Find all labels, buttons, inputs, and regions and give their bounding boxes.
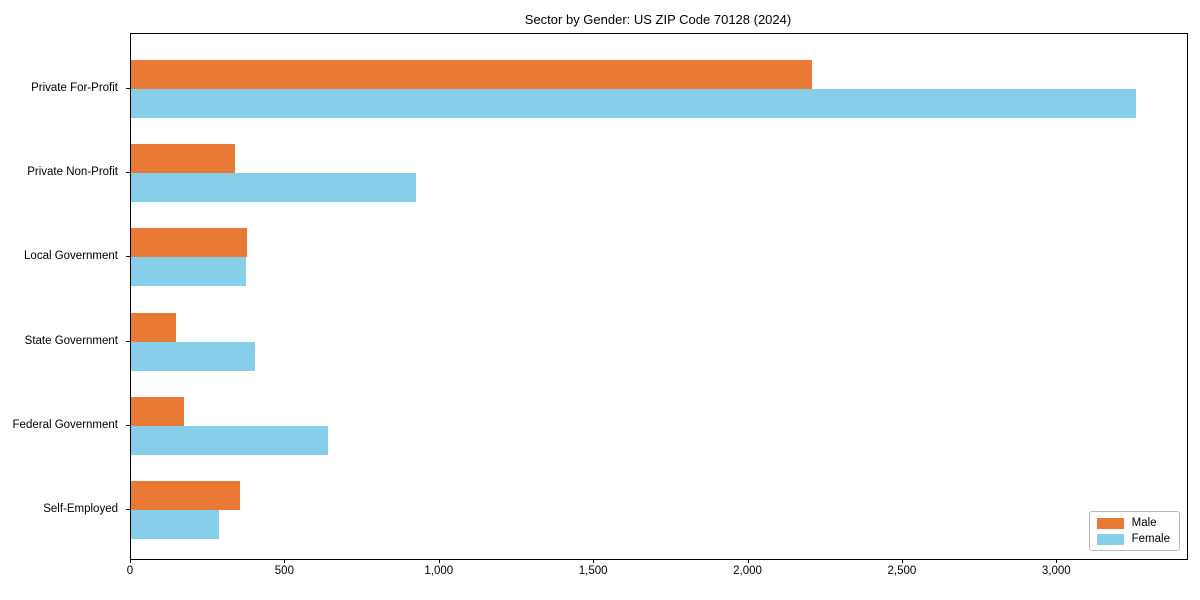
bar-female-5 [131,425,328,455]
ytick-mark [126,424,130,426]
legend-label-male: Male [1131,517,1157,529]
xtick-label: 1,000 [424,565,454,577]
xtick-label: 2,000 [733,565,762,577]
male-swatch-icon [1096,517,1124,529]
ytick-label: Self-Employed [43,503,118,515]
ytick-mark [126,256,130,258]
xtick-label: 0 [126,565,134,577]
xtick-label: 3,000 [1041,565,1071,577]
xtick-mark [1056,559,1058,563]
bar-female-1 [131,89,1137,118]
xtick-mark [130,559,131,563]
legend-entry-male: Male [1096,517,1170,529]
ytick-mark [126,509,130,510]
female-swatch-icon [1096,533,1124,545]
xtick-label: 2,500 [887,565,917,577]
xtick-mark [747,559,749,563]
xtick-label: 500 [274,565,294,577]
ytick-mark [126,88,130,89]
legend: Male Female [1088,511,1180,551]
bar-male-6 [131,481,240,510]
chart-title: Sector by Gender: US ZIP Code 70128 (202… [524,12,792,27]
ytick-mark [126,172,130,174]
ytick-label: Federal Government [12,418,118,431]
xtick-label: 1,500 [578,565,608,577]
xtick-mark [438,559,440,563]
bar-male-1 [131,60,812,89]
xtick-mark [901,559,903,563]
ytick-label: Local Government [24,250,118,263]
bar-male-2 [131,144,236,174]
bar-male-4 [131,312,177,342]
ytick-label: Private For-Profit [31,82,118,94]
bar-female-4 [131,341,255,371]
ytick-label: Private Non-Profit [27,166,118,179]
bar-male-3 [131,228,247,258]
bar-male-5 [131,396,185,426]
xtick-mark [284,559,286,563]
plot-area: Male Female [130,33,1188,560]
bar-female-6 [131,510,219,539]
ytick-mark [126,340,130,342]
bar-female-3 [131,257,246,287]
ytick-label: State Government [24,334,118,347]
legend-label-female: Female [1131,533,1170,545]
legend-entry-female: Female [1096,533,1170,545]
bar-female-2 [131,173,416,203]
xtick-mark [593,559,595,563]
